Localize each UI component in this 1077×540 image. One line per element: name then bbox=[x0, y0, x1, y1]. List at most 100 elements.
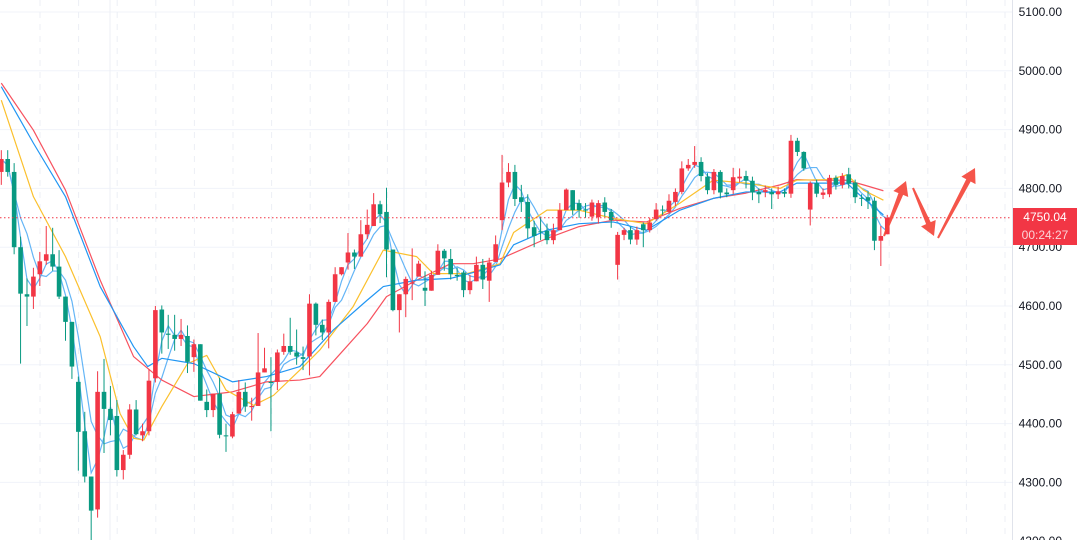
price-tick-label: 4500.00 bbox=[1019, 358, 1063, 372]
ma-line bbox=[0, 100, 884, 441]
candle-body bbox=[480, 264, 486, 280]
candle bbox=[108, 385, 113, 436]
candle bbox=[551, 223, 556, 245]
candle-body bbox=[262, 368, 267, 373]
candle-body bbox=[429, 274, 434, 291]
candle-body bbox=[621, 230, 627, 235]
candle-body bbox=[718, 171, 723, 193]
candle-body bbox=[198, 344, 203, 401]
candle-body bbox=[756, 191, 762, 195]
candle-body bbox=[332, 274, 338, 302]
candle-body bbox=[249, 405, 254, 408]
current-price-label: 4750.04 bbox=[1023, 210, 1067, 224]
arrow-icon bbox=[937, 168, 976, 239]
candle-body bbox=[88, 476, 94, 511]
candle bbox=[878, 226, 884, 267]
candles bbox=[0, 134, 890, 540]
candle-body bbox=[865, 197, 871, 201]
candle bbox=[294, 329, 299, 365]
candle bbox=[18, 236, 23, 364]
candle bbox=[544, 223, 550, 245]
price-tick-label: 4600.00 bbox=[1019, 299, 1063, 313]
candle-body bbox=[814, 183, 819, 194]
candle bbox=[801, 151, 807, 171]
candle-body bbox=[846, 174, 852, 184]
candle bbox=[769, 188, 774, 209]
arrow-icon bbox=[912, 187, 936, 236]
candle bbox=[50, 227, 55, 271]
candle-body bbox=[782, 191, 787, 194]
candle bbox=[223, 423, 229, 452]
candle-body bbox=[416, 263, 421, 277]
candle bbox=[95, 371, 100, 518]
candle bbox=[11, 163, 17, 255]
candle bbox=[531, 220, 537, 248]
candle bbox=[711, 168, 717, 195]
candle bbox=[275, 349, 280, 391]
candle-body bbox=[31, 276, 36, 297]
candle-body bbox=[108, 408, 113, 421]
candle bbox=[262, 347, 267, 373]
candle bbox=[287, 317, 293, 355]
candle-body bbox=[441, 250, 447, 259]
candle bbox=[76, 376, 81, 471]
bar-countdown: 00:24:27 bbox=[1021, 228, 1069, 242]
candle bbox=[493, 235, 498, 262]
candle-body bbox=[775, 191, 781, 195]
candle-body bbox=[326, 301, 332, 333]
candle bbox=[429, 270, 434, 291]
candle-body bbox=[628, 230, 633, 240]
candle bbox=[313, 302, 319, 336]
candle-body bbox=[647, 222, 653, 231]
candle bbox=[615, 231, 620, 280]
candle-body bbox=[730, 177, 736, 191]
candle-body bbox=[852, 182, 858, 198]
candle bbox=[326, 299, 332, 349]
candle bbox=[583, 203, 588, 218]
candle-body bbox=[352, 252, 357, 257]
candle-body bbox=[795, 140, 800, 152]
candle bbox=[339, 267, 344, 276]
candle bbox=[859, 194, 864, 207]
candle-body bbox=[345, 252, 351, 263]
candle-body bbox=[724, 192, 730, 195]
candle-body bbox=[737, 176, 742, 179]
candle bbox=[557, 203, 563, 231]
candle bbox=[641, 222, 646, 248]
candle-body bbox=[454, 274, 460, 277]
candle bbox=[608, 208, 614, 228]
candle bbox=[397, 294, 402, 333]
candle bbox=[589, 199, 595, 221]
candle-body bbox=[698, 161, 704, 177]
price-axis[interactable]: 5100.005000.004900.004800.004700.004600.… bbox=[1019, 5, 1063, 540]
candle-body bbox=[185, 335, 190, 362]
candle bbox=[63, 296, 68, 341]
candle bbox=[88, 476, 94, 540]
candle bbox=[519, 184, 524, 212]
candle bbox=[307, 294, 312, 376]
candle-body bbox=[339, 267, 344, 275]
candle-body bbox=[788, 140, 794, 194]
candle-body bbox=[230, 414, 235, 437]
candle bbox=[827, 174, 832, 198]
candle-body bbox=[172, 334, 177, 339]
candle-body bbox=[364, 224, 370, 235]
candle bbox=[660, 205, 665, 215]
candle bbox=[461, 270, 466, 298]
candle-body bbox=[833, 177, 839, 185]
candle bbox=[538, 216, 543, 241]
candle bbox=[191, 339, 197, 372]
candle bbox=[750, 176, 755, 201]
candle-body bbox=[705, 176, 710, 191]
candle bbox=[332, 267, 338, 302]
candle bbox=[268, 357, 274, 432]
candle-body bbox=[827, 177, 832, 195]
candle-body bbox=[878, 236, 884, 241]
candle bbox=[737, 168, 742, 183]
candle-body bbox=[50, 254, 55, 267]
candle bbox=[840, 173, 845, 189]
candle-body bbox=[165, 333, 171, 335]
candle-body bbox=[76, 381, 81, 432]
candle-body bbox=[11, 171, 17, 248]
